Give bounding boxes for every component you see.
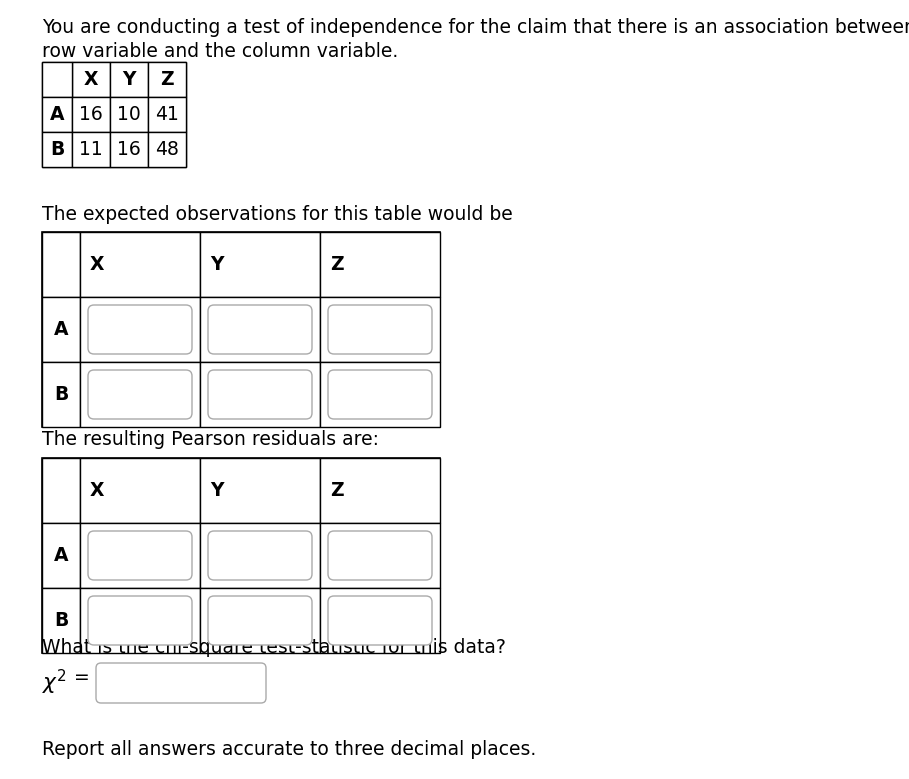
Bar — [200, 458, 320, 523]
FancyBboxPatch shape — [328, 596, 432, 645]
Text: Y: Y — [122, 70, 135, 89]
Bar — [148, 97, 186, 132]
FancyBboxPatch shape — [88, 596, 192, 645]
Bar — [80, 458, 200, 523]
Bar — [42, 62, 72, 97]
Text: 11: 11 — [79, 140, 103, 159]
Bar — [80, 232, 200, 297]
Bar — [110, 132, 148, 167]
FancyBboxPatch shape — [88, 531, 192, 580]
FancyBboxPatch shape — [208, 596, 312, 645]
FancyBboxPatch shape — [328, 531, 432, 580]
Bar — [80, 297, 200, 362]
FancyBboxPatch shape — [88, 370, 192, 419]
Bar — [42, 588, 80, 653]
Text: 16: 16 — [79, 105, 103, 124]
Bar — [200, 362, 320, 427]
Bar — [42, 362, 80, 427]
Bar — [42, 458, 440, 653]
Bar — [72, 62, 110, 97]
FancyBboxPatch shape — [328, 370, 432, 419]
Bar — [110, 62, 148, 97]
Bar — [110, 97, 148, 132]
FancyBboxPatch shape — [208, 531, 312, 580]
FancyBboxPatch shape — [328, 305, 432, 354]
Bar — [72, 132, 110, 167]
Text: Z: Z — [330, 255, 344, 274]
Bar — [200, 297, 320, 362]
Bar — [42, 458, 80, 523]
Text: Y: Y — [210, 481, 224, 500]
Text: X: X — [90, 255, 105, 274]
Bar — [200, 523, 320, 588]
Bar — [80, 523, 200, 588]
Bar — [320, 297, 440, 362]
Bar — [320, 362, 440, 427]
FancyBboxPatch shape — [208, 370, 312, 419]
Text: Report all answers accurate to three decimal places.: Report all answers accurate to three dec… — [42, 740, 536, 759]
Text: $\chi^2$: $\chi^2$ — [42, 668, 66, 697]
Text: 41: 41 — [155, 105, 179, 124]
Bar — [72, 97, 110, 132]
Bar — [80, 588, 200, 653]
Text: 16: 16 — [117, 140, 141, 159]
Text: X: X — [84, 70, 98, 89]
Text: Z: Z — [160, 70, 174, 89]
Text: B: B — [54, 385, 68, 404]
Bar — [320, 588, 440, 653]
Bar — [42, 232, 440, 427]
Text: B: B — [54, 611, 68, 630]
FancyBboxPatch shape — [208, 305, 312, 354]
Text: You are conducting a test of independence for the claim that there is an associa: You are conducting a test of independenc… — [42, 18, 909, 37]
Bar — [42, 62, 186, 167]
Bar — [80, 362, 200, 427]
Text: Y: Y — [210, 255, 224, 274]
Text: What is the chi-square test-statistic for this data?: What is the chi-square test-statistic fo… — [42, 638, 506, 657]
Text: X: X — [90, 481, 105, 500]
Bar — [42, 97, 72, 132]
Bar — [42, 232, 80, 297]
Bar — [320, 458, 440, 523]
Text: A: A — [54, 320, 68, 339]
Text: B: B — [50, 140, 65, 159]
Bar — [200, 588, 320, 653]
Bar — [42, 132, 72, 167]
Text: The resulting Pearson residuals are:: The resulting Pearson residuals are: — [42, 430, 379, 449]
Text: The expected observations for this table would be: The expected observations for this table… — [42, 205, 513, 224]
Bar — [42, 523, 80, 588]
Bar — [148, 132, 186, 167]
Text: 10: 10 — [117, 105, 141, 124]
Bar — [320, 523, 440, 588]
Text: =: = — [74, 668, 90, 687]
Bar — [200, 232, 320, 297]
Text: row variable and the column variable.: row variable and the column variable. — [42, 42, 398, 61]
Text: Z: Z — [330, 481, 344, 500]
FancyBboxPatch shape — [96, 663, 266, 703]
Text: A: A — [54, 546, 68, 565]
Text: A: A — [50, 105, 65, 124]
Bar — [148, 62, 186, 97]
Bar — [320, 232, 440, 297]
FancyBboxPatch shape — [88, 305, 192, 354]
Bar — [42, 297, 80, 362]
Text: 48: 48 — [155, 140, 179, 159]
